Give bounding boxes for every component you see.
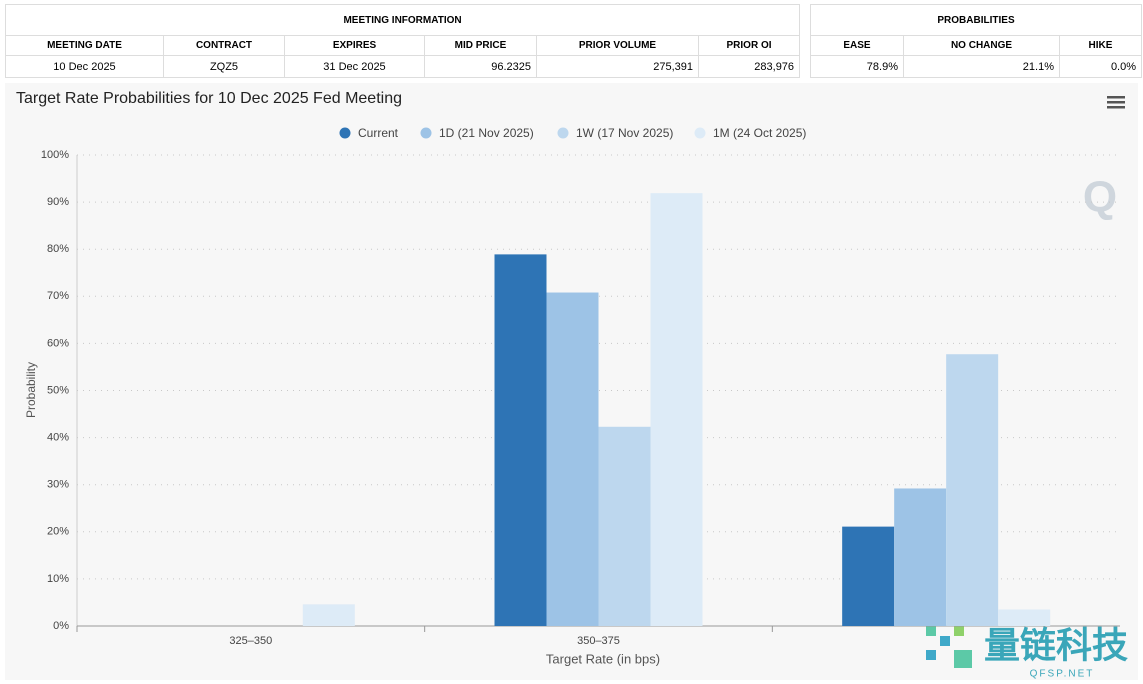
y-tick-label: 90% xyxy=(47,196,69,208)
meeting-table: MEETING INFORMATION MEETING DATE CONTRACT E… xyxy=(4,4,801,78)
watermark: 量链科技 QFSP.NET xyxy=(926,625,1128,680)
cell: 96.2325 xyxy=(424,55,537,78)
y-axis-label: Probability xyxy=(24,362,38,418)
title-row: PROBABILITIES xyxy=(809,4,1143,36)
chart-title: Target Rate Probabilities for 10 Dec 202… xyxy=(16,90,402,107)
cell: 31 Dec 2025 xyxy=(284,55,425,78)
bar xyxy=(946,354,999,626)
y-tick-label: 30% xyxy=(47,479,69,491)
legend-label: 1W (17 Nov 2025) xyxy=(576,126,673,140)
table-title: MEETING INFORMATION xyxy=(4,4,801,36)
y-tick-label: 50% xyxy=(47,384,69,396)
menu-bar xyxy=(1107,106,1125,109)
y-tick-label: 100% xyxy=(41,149,69,161)
y-tick-label: 10% xyxy=(47,573,69,585)
bar xyxy=(302,604,355,626)
probability-table: PROBABILITIES EASE NO CHANGE HIKE 78.9% 21.1%… xyxy=(809,4,1143,78)
data-row: 10 Dec 2025 ZQZ5 31 Dec 2025 96.2325 275,391… xyxy=(5,55,801,78)
menu-button[interactable] xyxy=(1107,96,1125,109)
watermark-icon xyxy=(954,650,972,668)
legend-label: 1M (24 Oct 2025) xyxy=(713,126,806,140)
x-tick-label: 325–350 xyxy=(229,635,272,647)
bar xyxy=(650,193,703,626)
watermark-icon xyxy=(926,626,936,636)
y-tick-label: 60% xyxy=(47,337,69,349)
legend-marker xyxy=(420,127,432,139)
watermark-icon xyxy=(926,650,936,660)
data-row: 78.9% 21.1% 0.0% xyxy=(810,55,1143,78)
watermark-icon xyxy=(954,626,964,636)
cell: 0.0% xyxy=(1058,55,1143,78)
bar xyxy=(894,488,947,626)
bar xyxy=(494,254,547,627)
legend-marker xyxy=(694,127,706,139)
header-row: MEETING DATE CONTRACT EXPIRES MID PRICE PRIO… xyxy=(5,35,801,56)
y-tick-label: 0% xyxy=(53,620,69,632)
table-title: PROBABILITIES xyxy=(809,4,1143,36)
menu-bar xyxy=(1107,96,1125,99)
legend-marker xyxy=(557,127,569,139)
bar xyxy=(998,609,1051,626)
cell: 21.1% xyxy=(903,55,1060,78)
header-row: EASE NO CHANGE HIKE xyxy=(810,35,1143,56)
y-tick-label: 40% xyxy=(47,432,69,444)
y-tick-label: 80% xyxy=(47,243,69,255)
cell: 78.9% xyxy=(810,55,904,78)
bar xyxy=(598,426,651,626)
x-axis-label: Target Rate (in bps) xyxy=(546,651,660,666)
cell: ZQZ5 xyxy=(163,55,285,78)
watermark-name: 量链科技 xyxy=(984,625,1128,666)
bar xyxy=(546,292,599,626)
legend-label: Current xyxy=(358,126,399,140)
menu-bar xyxy=(1107,101,1125,104)
legend-label: 1D (21 Nov 2025) xyxy=(439,126,534,140)
legend-marker xyxy=(339,127,351,139)
y-tick-label: 20% xyxy=(47,526,69,538)
cell: 10 Dec 2025 xyxy=(5,55,164,78)
logo: Q xyxy=(1083,173,1117,222)
y-tick-label: 70% xyxy=(47,290,69,302)
title-row: MEETING INFORMATION xyxy=(4,4,801,36)
cell: 283,976 xyxy=(697,55,801,78)
x-tick-label: 350–375 xyxy=(577,635,620,647)
watermark-icon xyxy=(940,636,950,646)
bar xyxy=(842,526,895,626)
watermark-site: QFSP.NET xyxy=(1030,669,1095,680)
